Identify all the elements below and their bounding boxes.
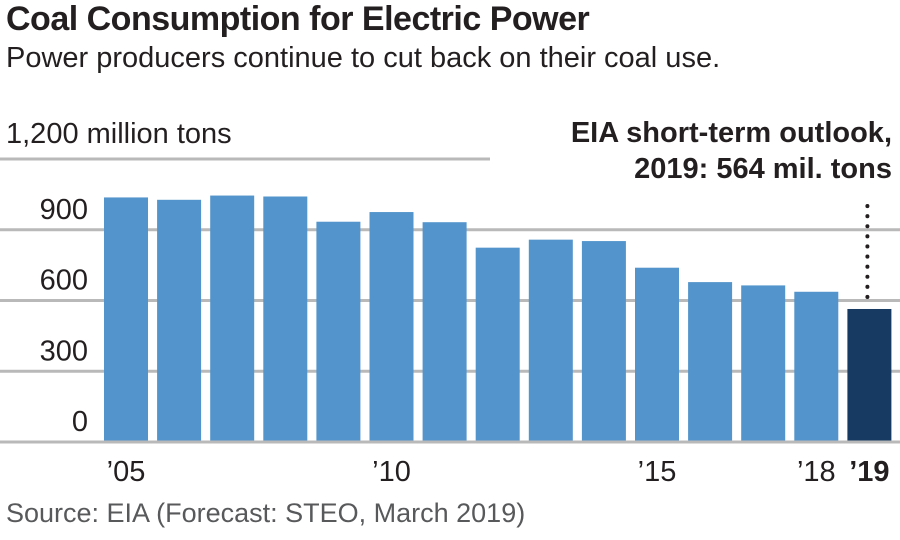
forecast-bar-2019 (847, 308, 892, 442)
forecast-annotation-line1: EIA short-term outlook, (570, 117, 892, 149)
bar-2006 (157, 199, 202, 442)
bar-2014 (581, 241, 626, 442)
bar-2013 (528, 239, 573, 442)
x-tick-label: ’15 (638, 456, 677, 488)
y-tick-label: 300 (40, 335, 88, 367)
x-tick-label: ’10 (372, 456, 411, 488)
chart-subtitle: Power producers continue to cut back on … (6, 42, 721, 74)
bar-2017 (741, 285, 786, 442)
x-tick-label: ’18 (797, 456, 836, 488)
bar-2015 (635, 267, 679, 442)
bar-2016 (688, 282, 733, 442)
bar-2005 (104, 197, 148, 442)
x-tick-label: ’19 (849, 456, 889, 488)
bar-2010 (369, 212, 414, 442)
bar-2012 (475, 247, 520, 442)
bar-2011 (422, 222, 467, 442)
y-tick-label: 900 (40, 194, 88, 226)
forecast-annotation: EIA short-term outlook, 2019: 564 mil. t… (571, 115, 892, 187)
chart-title: Coal Consumption for Electric Power (6, 0, 590, 38)
x-tick-label: ’05 (107, 456, 146, 488)
bar-2008 (263, 196, 308, 442)
bar-2007 (210, 195, 255, 442)
forecast-annotation-line2: 2019: 564 mil. tons (634, 153, 892, 185)
bar-2018 (794, 291, 839, 442)
y-tick-label: 600 (40, 265, 88, 297)
bar-2009 (316, 221, 361, 442)
source-note: Source: EIA (Forecast: STEO, March 2019) (6, 498, 526, 528)
y-tick-label: 0 (72, 406, 88, 438)
y-axis-unit-label: 1,200 million tons (6, 118, 232, 150)
